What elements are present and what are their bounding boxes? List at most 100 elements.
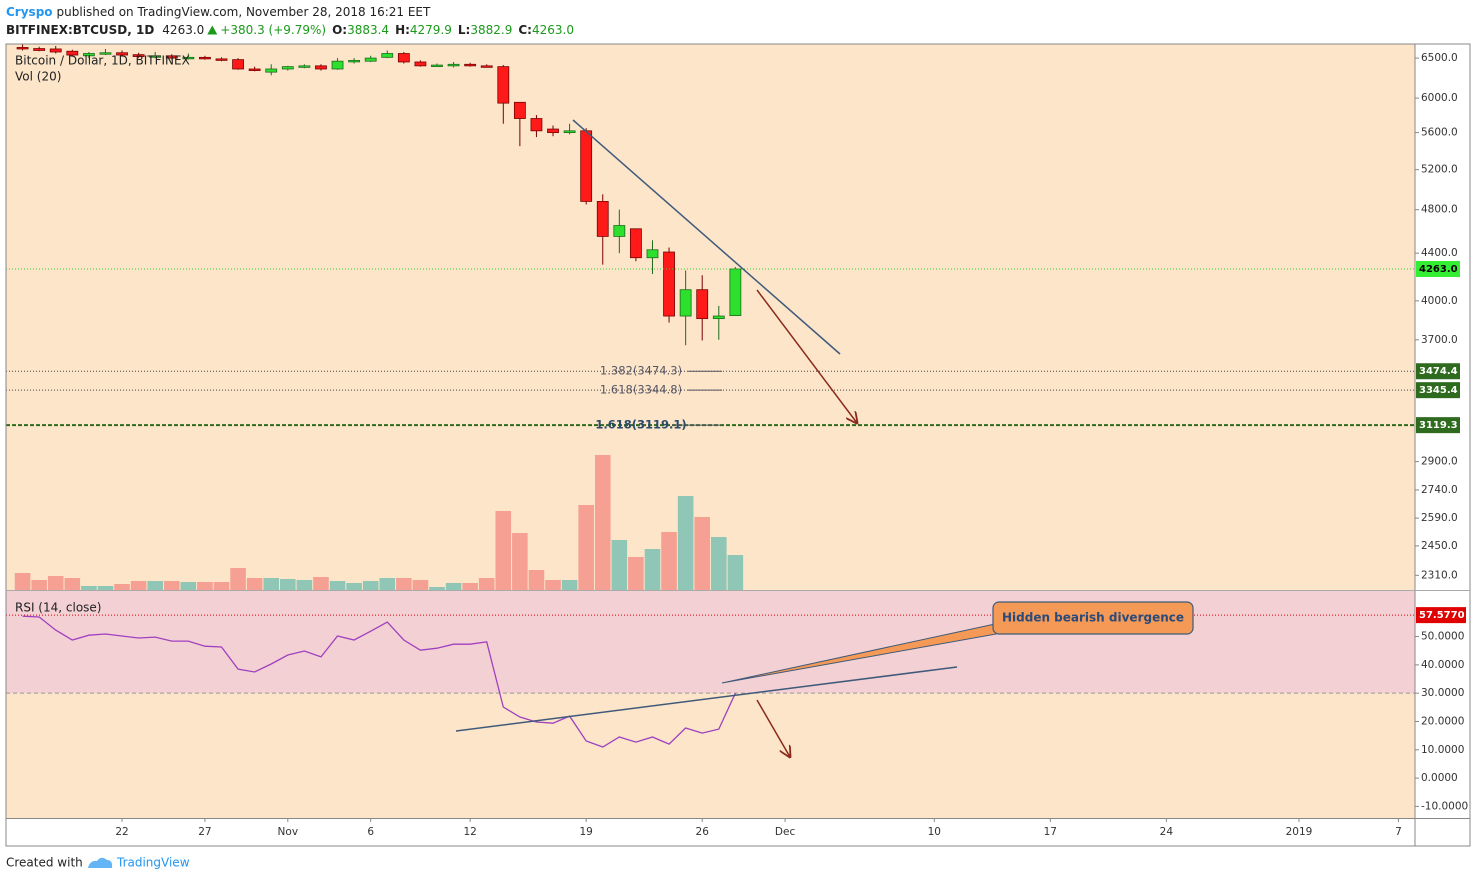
change: +380.3 (+9.79%) <box>220 23 326 37</box>
volume-bar <box>296 580 313 590</box>
volume-bar <box>495 511 512 590</box>
candle-body <box>414 61 427 67</box>
candle-body <box>513 101 526 119</box>
candle-body <box>646 249 659 259</box>
rsi-tick-label: 30.0000 <box>1421 687 1464 699</box>
ohlc-value: 3882.9 <box>470 23 512 37</box>
candle-body <box>547 128 559 134</box>
x-tick-label: 2019 <box>1286 826 1313 838</box>
volume-bar <box>628 557 644 590</box>
y-tick-label: 4000.0 <box>1421 295 1458 307</box>
rsi-tick-label: 10.0000 <box>1421 744 1464 756</box>
last-price: 4263.0 <box>162 23 204 37</box>
candle-body <box>16 47 29 50</box>
volume-bar <box>280 579 296 590</box>
candle-body <box>49 48 62 53</box>
volume-bar <box>412 580 429 590</box>
volume-bar <box>611 540 628 590</box>
symbol: BITFINEX:BTCUSD, 1D <box>6 23 154 37</box>
footer-brand[interactable]: TradingView <box>116 856 190 870</box>
volume-bar <box>147 581 163 590</box>
y-tick-label: 6000.0 <box>1421 92 1458 104</box>
candle-body <box>696 289 709 320</box>
candle-body <box>464 63 477 67</box>
header-quote: BITFINEX:BTCUSD, 1D 4263.0 +380.3 (+9.79%)… <box>6 23 574 37</box>
rsi-tick-label: 20.0000 <box>1421 715 1464 727</box>
volume-bar <box>396 578 412 590</box>
price-tag <box>1416 417 1460 434</box>
candle-body <box>679 289 692 317</box>
header-line: Cryspo published on TradingView.com, Nove… <box>6 5 431 19</box>
y-tick-label: 4800.0 <box>1421 204 1458 216</box>
x-tick-label: 7 <box>1395 826 1402 838</box>
volume-bar <box>114 584 130 590</box>
x-tick-label: Dec <box>775 826 796 838</box>
volume-bar <box>644 549 661 590</box>
x-tick-label: 26 <box>696 826 710 838</box>
volume-bar <box>711 537 727 590</box>
candle-body <box>729 268 742 317</box>
candle-body <box>82 53 95 57</box>
volume-bar <box>694 517 710 590</box>
callout-box <box>992 601 1194 635</box>
price-tag-label: 3474.4 <box>1419 366 1458 377</box>
candle-body <box>132 54 145 57</box>
y-tick-label: 2590.0 <box>1421 512 1458 524</box>
candle-body <box>447 63 460 67</box>
candle-body <box>663 251 675 317</box>
candle-body <box>33 48 46 51</box>
price-tag <box>1416 260 1460 277</box>
y-tick-label: 2310.0 <box>1421 569 1458 581</box>
rsi-tick-label: 40.0000 <box>1421 659 1464 671</box>
x-tick-label: 17 <box>1044 826 1057 838</box>
candle-body <box>563 130 576 134</box>
price-tag <box>1416 382 1460 399</box>
rsi-level-tag <box>1416 607 1466 624</box>
volume-bar <box>346 583 362 590</box>
volume-bar <box>180 582 197 590</box>
volume-bar <box>578 505 594 590</box>
legend-rsi: RSI (14, close) <box>15 601 101 615</box>
volume-bar <box>81 586 97 590</box>
y-tick-label: 6500.0 <box>1421 52 1458 64</box>
volume-bar <box>64 578 81 590</box>
arrow <box>756 289 857 423</box>
candle-body <box>149 55 162 58</box>
volume-bar <box>163 581 180 590</box>
candle-body <box>165 55 178 59</box>
candle-body <box>480 65 493 68</box>
volume-bar <box>263 578 280 590</box>
ohlc-key: O: <box>332 23 347 37</box>
candle-body <box>215 58 228 61</box>
volume-bar <box>561 580 578 590</box>
candle-body <box>315 65 327 70</box>
volume-bar <box>379 578 396 590</box>
x-tick-label: Nov <box>278 826 299 838</box>
legend-main: Bitcoin / Dollar, 1D, BITFINEX <box>15 54 190 68</box>
y-tick-label: 2450.0 <box>1421 540 1458 552</box>
rsi-level-label: 57.5770 <box>1419 610 1465 621</box>
published: published on TradingView.com, November 2… <box>57 5 431 19</box>
callout-text: Hidden bearish divergence <box>1002 611 1184 625</box>
volume-bar <box>97 586 114 590</box>
fib-label: 1.382(3474.3) <box>600 364 682 378</box>
trend-line <box>572 119 841 355</box>
rsi-tick-label: 0.0000 <box>1421 772 1458 784</box>
candle-body <box>298 65 311 68</box>
volume-bar <box>545 580 561 590</box>
candle-body <box>281 66 294 70</box>
volume-bar <box>329 581 346 590</box>
x-tick-label: 27 <box>198 826 211 838</box>
price-tag-label: 3119.3 <box>1419 420 1458 431</box>
fib-label: 1.618(3119.1) <box>595 418 686 432</box>
ohlc-value: 4279.9 <box>410 23 452 37</box>
candle-body <box>265 68 278 73</box>
y-tick-label: 2740.0 <box>1421 484 1458 496</box>
rsi-band <box>6 591 1415 694</box>
candle-body <box>348 60 361 63</box>
volume-bar <box>661 532 677 590</box>
fib-label: 1.618(3344.8) <box>600 383 682 397</box>
candle-body <box>497 66 510 104</box>
volume-bar <box>445 583 462 590</box>
